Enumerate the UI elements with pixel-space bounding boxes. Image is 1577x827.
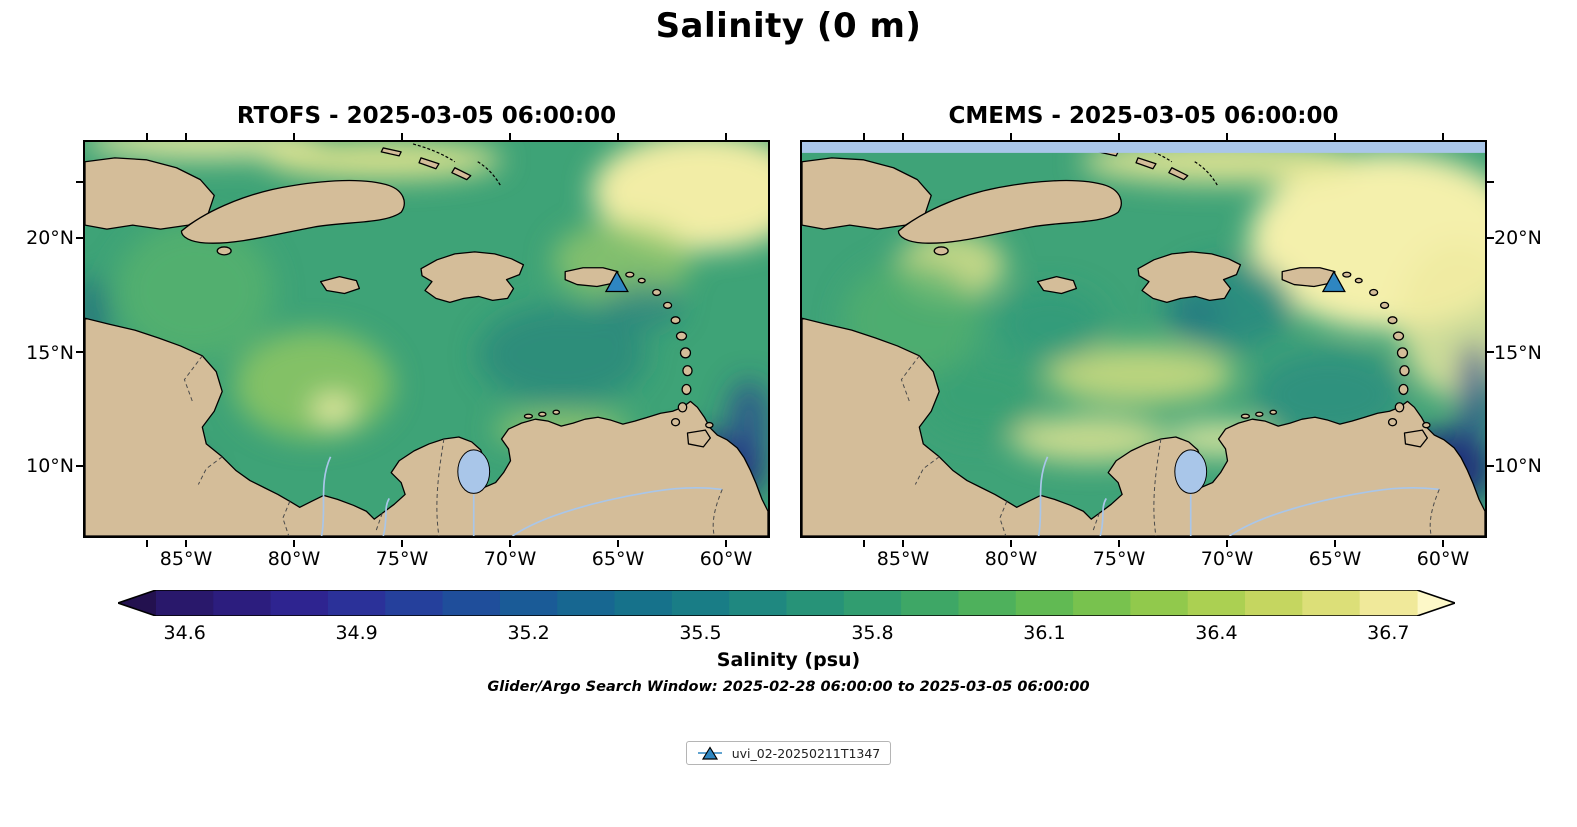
cmems-xaxis-ticks-top bbox=[800, 133, 1487, 140]
lon-tick-label: 80°W bbox=[984, 548, 1038, 570]
search-window-note: Glider/Argo Search Window: 2025-02-28 06… bbox=[487, 679, 1090, 695]
rtofs-map bbox=[85, 142, 768, 536]
colorbar-tick-label: 36.7 bbox=[1367, 622, 1410, 644]
cmems-map-panel bbox=[800, 140, 1487, 538]
colorbar bbox=[115, 589, 1458, 617]
colorbar-tick-label: 35.5 bbox=[679, 622, 722, 644]
rtofs-xaxis-ticks-bottom bbox=[83, 540, 770, 547]
colorbar-tick-label: 36.4 bbox=[1195, 622, 1238, 644]
glider-marker-icon bbox=[1321, 270, 1346, 293]
lat-tick-label: 10°N bbox=[1494, 455, 1542, 477]
lon-tick-label: 70°W bbox=[483, 548, 537, 570]
cmems-yaxis-ticks bbox=[1487, 140, 1494, 538]
panel-title-rtofs: RTOFS - 2025-03-05 06:00:00 bbox=[236, 103, 617, 129]
colorbar-gradient bbox=[115, 589, 1458, 617]
rtofs-map-panel bbox=[83, 140, 770, 538]
lat-tick-label: 10°N bbox=[26, 455, 74, 477]
legend-label: uvi_02-20250211T1347 bbox=[731, 745, 881, 761]
colorbar-under-arrow bbox=[118, 590, 156, 616]
colorbar-tick-label: 36.1 bbox=[1023, 622, 1066, 644]
lon-tick-label: 60°W bbox=[1416, 548, 1470, 570]
lon-tick-label: 70°W bbox=[1200, 548, 1254, 570]
legend-box: uvi_02-20250211T1347 bbox=[685, 741, 892, 765]
colorbar-tick-labels: 34.6 34.9 35.2 35.5 35.8 36.1 36.4 36.7 bbox=[118, 620, 1455, 646]
cmems-xaxis-ticks-bottom bbox=[800, 540, 1487, 547]
colorbar-tick-label: 34.6 bbox=[163, 622, 206, 644]
rtofs-yaxis-ticks bbox=[76, 140, 83, 538]
lat-tick-label: 15°N bbox=[1494, 342, 1542, 364]
panel-title-cmems: CMEMS - 2025-03-05 06:00:00 bbox=[948, 103, 1339, 129]
colorbar-tick-label: 34.9 bbox=[335, 622, 378, 644]
cmems-map bbox=[802, 142, 1485, 536]
no-data-strip bbox=[802, 142, 1485, 153]
lat-tick-label: 20°N bbox=[1494, 227, 1542, 249]
lon-tick-label: 75°W bbox=[375, 548, 429, 570]
lon-tick-label: 85°W bbox=[876, 548, 930, 570]
colorbar-label: Salinity (psu) bbox=[716, 649, 861, 671]
lat-tick-label: 15°N bbox=[26, 342, 74, 364]
lat-tick-label: 20°N bbox=[26, 227, 74, 249]
lon-tick-label: 85°W bbox=[159, 548, 213, 570]
rtofs-xaxis-ticks-top bbox=[83, 133, 770, 140]
colorbar-tick-label: 35.8 bbox=[851, 622, 894, 644]
lon-tick-label: 75°W bbox=[1092, 548, 1146, 570]
lon-tick-label: 80°W bbox=[267, 548, 321, 570]
lon-tick-label: 65°W bbox=[591, 548, 645, 570]
glider-marker-icon bbox=[604, 270, 629, 293]
colorbar-tick-label: 35.2 bbox=[507, 622, 550, 644]
lon-tick-label: 60°W bbox=[699, 548, 753, 570]
legend-glider-marker-icon bbox=[697, 746, 722, 760]
figure-title: Salinity (0 m) bbox=[655, 6, 922, 46]
colorbar-over-arrow bbox=[1417, 590, 1455, 616]
legend-row: uvi_02-20250211T1347 bbox=[0, 741, 1577, 765]
lon-tick-label: 65°W bbox=[1308, 548, 1362, 570]
